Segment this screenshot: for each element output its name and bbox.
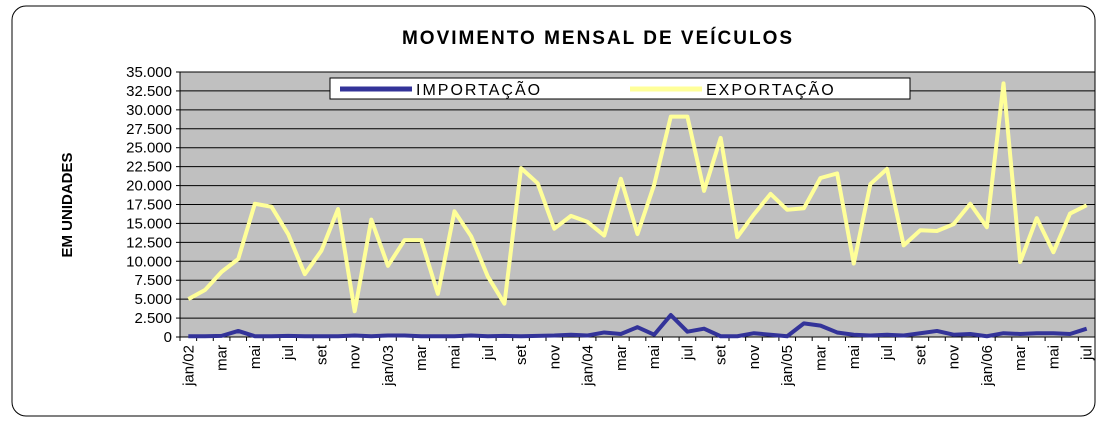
x-tick-label: mai	[247, 345, 264, 369]
x-tick-label: mai	[447, 345, 464, 369]
x-tick-label: mar	[613, 345, 630, 371]
y-tick-label: 20.000	[126, 178, 172, 195]
x-tick-label: set	[513, 344, 530, 365]
x-tick-label: mai	[646, 345, 663, 369]
x-tick-label: jan/05	[779, 345, 796, 387]
y-tick-label: 5.000	[134, 291, 172, 308]
x-tick-label: jul	[1079, 345, 1096, 361]
x-tick-label: jul	[280, 345, 297, 361]
x-tick-label: mar	[1012, 345, 1029, 371]
series-line	[188, 313, 1088, 339]
x-tick-label: set	[313, 344, 330, 365]
x-tick-label: mar	[214, 345, 231, 371]
y-tick-label: 0	[164, 329, 172, 346]
y-tick-label: 22.500	[126, 159, 172, 176]
x-tick-label: mar	[813, 345, 830, 371]
y-tick-label: 15.000	[126, 215, 172, 232]
x-tick-label: jul	[679, 345, 696, 361]
y-tick-label: 30.000	[126, 102, 172, 119]
x-tick-label: jan/04	[580, 345, 597, 387]
x-tick-label: nov	[347, 345, 364, 370]
x-tick-label: mai	[846, 345, 863, 369]
series-line	[187, 81, 1088, 314]
chart-title: MOVIMENTO MENSAL DE VEÍCULOS	[402, 27, 794, 49]
x-tick-label: nov	[746, 345, 763, 370]
x-tick-label: mar	[413, 345, 430, 371]
y-axis-label: EM UNIDADES	[59, 152, 76, 257]
x-tick-label: set	[912, 344, 929, 365]
y-tick-label: 10.000	[126, 253, 172, 270]
x-tick-label: jan/02	[180, 345, 197, 387]
y-tick-label: 2.500	[134, 310, 172, 327]
y-tick-label: 35.000	[126, 64, 172, 81]
legend-label: IMPORTAÇÃO	[416, 79, 542, 99]
x-tick-label: jan/06	[979, 345, 996, 387]
x-tick-label: mai	[1045, 345, 1062, 369]
y-tick-label: 7.500	[134, 272, 172, 289]
x-tick-label: nov	[546, 345, 563, 370]
x-tick-label: nov	[946, 345, 963, 370]
y-tick-label: 25.000	[126, 140, 172, 157]
legend-box	[329, 77, 911, 100]
x-tick-label: jan/03	[380, 345, 397, 387]
legend-label: EXPORTAÇÃO	[706, 79, 836, 99]
y-tick-label: 17.500	[126, 197, 172, 214]
x-tick-label: set	[713, 344, 730, 365]
y-tick-label: 32.500	[126, 83, 172, 100]
x-tick-label: jul	[480, 345, 497, 361]
y-tick-label: 12.500	[126, 234, 172, 251]
x-tick-label: jul	[879, 345, 896, 361]
y-tick-label: 27.500	[126, 121, 172, 138]
